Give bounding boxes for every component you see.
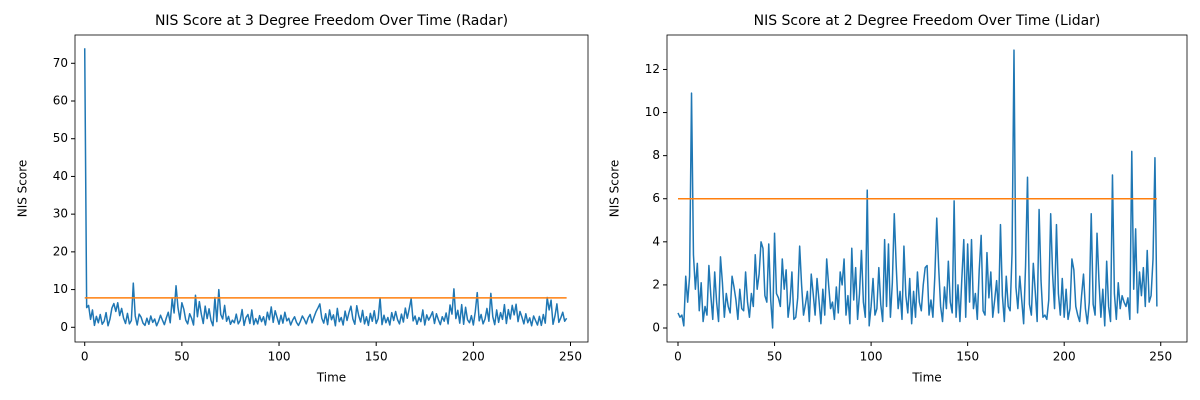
- y-tick-label: 10: [645, 105, 660, 119]
- y-tick-label: 30: [53, 207, 68, 221]
- y-tick-label: 10: [53, 282, 68, 296]
- x-axis-label: Time: [316, 371, 346, 385]
- y-tick-label: 0: [652, 320, 660, 334]
- chart-title: NIS Score at 2 Degree Freedom Over Time …: [754, 13, 1101, 29]
- y-tick-label: 0: [60, 320, 68, 334]
- y-axis-label: NIS Score: [608, 160, 622, 218]
- x-tick-label: 100: [268, 350, 291, 364]
- y-tick-label: 2: [652, 277, 660, 291]
- y-tick-label: 70: [53, 56, 68, 70]
- y-tick-label: 50: [53, 131, 68, 145]
- y-tick-label: 20: [53, 244, 68, 258]
- chart: NIS Score at 2 Degree Freedom Over Time …: [608, 13, 1188, 385]
- x-tick-label: 150: [365, 350, 388, 364]
- x-tick-label: 0: [674, 350, 682, 364]
- y-tick-label: 8: [652, 148, 660, 162]
- plot-frame: [74, 34, 589, 343]
- data-line: [677, 49, 1158, 329]
- x-tick-label: 250: [1149, 350, 1172, 364]
- chart: NIS Score at 3 Degree Freedom Over Time …: [16, 13, 589, 385]
- y-tick-label: 60: [53, 94, 68, 108]
- x-tick-label: 150: [956, 350, 979, 364]
- data-line: [83, 48, 568, 327]
- y-tick-label: 4: [652, 234, 660, 248]
- x-tick-label: 50: [174, 350, 189, 364]
- y-axis-label: NIS Score: [16, 160, 30, 218]
- x-tick-label: 100: [860, 350, 883, 364]
- x-tick-label: 250: [559, 350, 582, 364]
- chart-title: NIS Score at 3 Degree Freedom Over Time …: [155, 13, 508, 29]
- y-tick-label: 40: [53, 169, 68, 183]
- x-tick-label: 200: [1053, 350, 1076, 364]
- x-tick-label: 0: [81, 350, 89, 364]
- y-tick-label: 12: [645, 62, 660, 76]
- x-tick-label: 50: [767, 350, 782, 364]
- y-tick-label: 6: [652, 191, 660, 205]
- x-axis-label: Time: [911, 371, 941, 385]
- x-tick-label: 200: [462, 350, 485, 364]
- plot-frame: [666, 34, 1188, 343]
